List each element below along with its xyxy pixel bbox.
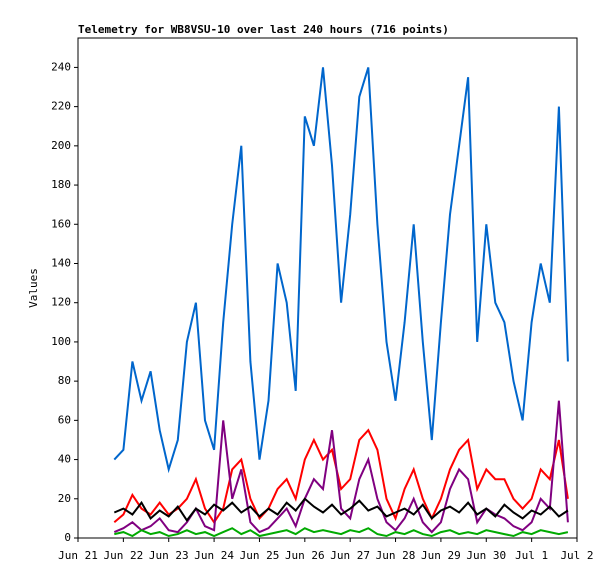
y-tick-label: 0 (64, 531, 71, 544)
x-tick-label: Jun 21 (58, 549, 98, 562)
x-tick-label: Jun 25 (240, 549, 280, 562)
y-tick-label: 100 (51, 335, 71, 348)
y-tick-label: 120 (51, 296, 71, 309)
series-line (113, 67, 569, 474)
y-tick-label: 200 (51, 139, 71, 152)
series-line (113, 497, 569, 523)
y-tick-label: 240 (51, 60, 71, 73)
y-tick-label: 160 (51, 217, 71, 230)
x-tick-label: Jun 28 (376, 549, 416, 562)
x-tick-label: Jun 24 (194, 549, 234, 562)
x-tick-label: Jun 27 (330, 549, 370, 562)
y-tick-label: 60 (58, 413, 71, 426)
series-line (114, 527, 569, 538)
x-tick-label: Jun 29 (421, 549, 461, 562)
y-tick-label: 40 (58, 453, 71, 466)
y-tick-label: 80 (58, 374, 71, 387)
y-tick-label: 20 (58, 492, 71, 505)
y-tick-label: 140 (51, 256, 71, 269)
x-tick-label: Jul 2 (560, 549, 593, 562)
x-tick-label: Jun 30 (466, 549, 506, 562)
y-tick-label: 180 (51, 178, 71, 191)
y-tick-label: 220 (51, 100, 71, 113)
series-line (113, 428, 569, 525)
x-tick-label: Jun 23 (149, 549, 189, 562)
x-tick-label: Jun 26 (285, 549, 325, 562)
chart-title: Telemetry for WB8VSU-10 over last 240 ho… (78, 23, 449, 36)
x-tick-label: Jun 22 (103, 549, 143, 562)
plot-frame (77, 37, 578, 539)
x-tick-label: Jul 1 (515, 549, 548, 562)
y-axis-label: Values (27, 268, 40, 308)
